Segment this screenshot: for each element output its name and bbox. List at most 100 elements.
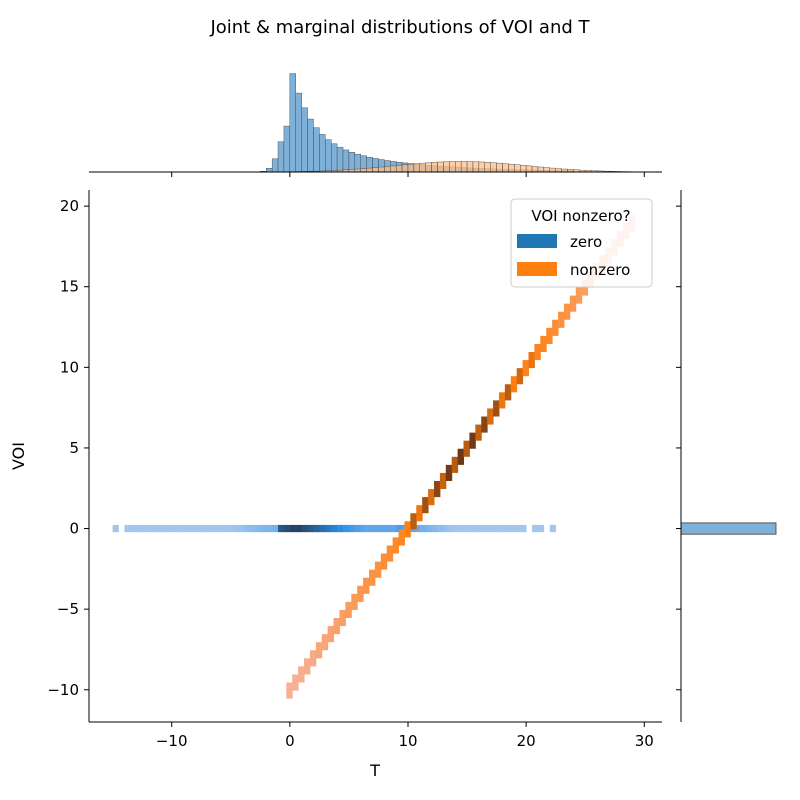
hist-bar-nonzero bbox=[437, 161, 444, 173]
joint-cell-zero bbox=[467, 524, 474, 533]
hist-bar-zero bbox=[325, 139, 332, 173]
joint-cell-nonzero bbox=[498, 392, 506, 409]
joint-cell-nonzero bbox=[475, 424, 482, 441]
hist-bar-nonzero bbox=[537, 166, 545, 173]
y-tick-label: −5 bbox=[57, 600, 79, 618]
joint-cell-zero bbox=[537, 524, 545, 533]
hist-bar-nonzero bbox=[508, 163, 515, 173]
marginal-y-histogram bbox=[676, 190, 777, 722]
joint-cell-nonzero bbox=[581, 279, 589, 296]
hist-bar-nonzero bbox=[413, 163, 421, 173]
joint-cell-nonzero bbox=[481, 416, 488, 433]
hist-bar-nonzero bbox=[425, 162, 432, 173]
joint-cell-zero bbox=[431, 524, 438, 533]
joint-cell-zero bbox=[384, 524, 391, 533]
hist-bar-zero bbox=[342, 149, 350, 173]
joint-cell-nonzero bbox=[410, 513, 417, 530]
joint-cell-zero bbox=[266, 524, 273, 533]
joint-cell-zero bbox=[307, 524, 314, 533]
joint-cell-zero bbox=[171, 524, 178, 533]
joint-cell-zero bbox=[549, 524, 556, 533]
hist-bar-zero bbox=[336, 146, 344, 173]
joint-cell-zero bbox=[254, 524, 261, 533]
joint-cell-nonzero bbox=[552, 319, 559, 336]
joint-cell-zero bbox=[508, 524, 515, 533]
joint-cell-zero bbox=[449, 524, 456, 533]
joint-cell-zero bbox=[224, 524, 232, 533]
joint-cell-nonzero bbox=[493, 400, 500, 417]
hist-bar-zero bbox=[330, 143, 338, 173]
joint-cell-zero bbox=[348, 524, 356, 533]
hist-bar-zero bbox=[313, 127, 320, 173]
joint-cell-nonzero bbox=[558, 311, 565, 328]
joint-cell-nonzero bbox=[357, 585, 364, 602]
joint-cell-zero bbox=[496, 524, 503, 533]
y-tick-label: 0 bbox=[69, 520, 79, 538]
joint-cell-zero bbox=[372, 524, 379, 533]
hist-bar-nonzero bbox=[419, 162, 426, 173]
joint-cell-zero bbox=[260, 524, 267, 533]
joint-cell-zero bbox=[443, 524, 450, 533]
joint-cell-nonzero bbox=[510, 376, 518, 393]
joint-cell-zero bbox=[218, 524, 226, 533]
joint-cell-zero bbox=[360, 524, 367, 533]
joint-cell-nonzero bbox=[374, 561, 382, 578]
joint-cell-nonzero bbox=[351, 593, 358, 610]
hist-bar-nonzero bbox=[502, 163, 509, 173]
joint-cell-zero bbox=[136, 524, 143, 533]
joint-cell-zero bbox=[425, 524, 432, 533]
hist-bar-nonzero bbox=[472, 161, 480, 173]
x-tick-label: 30 bbox=[635, 732, 654, 750]
hist-bar-nonzero bbox=[401, 164, 409, 173]
joint-cell-nonzero bbox=[286, 682, 293, 699]
hist-bar-nonzero bbox=[384, 166, 391, 173]
axes: −10 0 10 20 30 −10 −5 0 5 10 15 20 bbox=[47, 190, 662, 750]
hist-bar-nonzero bbox=[490, 162, 497, 173]
joint-cell-zero bbox=[201, 524, 208, 533]
hist-bar-nonzero bbox=[478, 161, 485, 173]
joint-cell-nonzero bbox=[546, 327, 553, 344]
joint-cell-nonzero bbox=[345, 601, 352, 619]
joint-cell-nonzero bbox=[422, 497, 429, 514]
hist-bar-nonzero bbox=[395, 165, 403, 173]
joint-cell-nonzero bbox=[327, 626, 335, 643]
joint-cell-nonzero bbox=[463, 440, 470, 457]
joint-cell-nonzero bbox=[439, 472, 447, 490]
joint-cell-nonzero bbox=[457, 448, 465, 465]
hist-bar-zero bbox=[307, 118, 314, 173]
x-tick-label: −10 bbox=[156, 732, 188, 750]
legend-label-nonzero: nonzero bbox=[570, 261, 630, 279]
hist-bar-nonzero bbox=[525, 165, 533, 173]
hist-bar-zero bbox=[266, 168, 273, 173]
legend-label-zero: zero bbox=[570, 233, 602, 251]
joint-cell-zero bbox=[130, 524, 137, 533]
joint-cell-zero bbox=[325, 524, 332, 533]
joint-cell-nonzero bbox=[445, 464, 453, 481]
y-tick-label: −10 bbox=[47, 681, 79, 699]
y-tick-label: 20 bbox=[60, 197, 79, 215]
hist-bar-nonzero bbox=[496, 162, 503, 173]
joint-cell-zero bbox=[278, 524, 285, 533]
joint-cell-nonzero bbox=[333, 618, 340, 635]
joint-cell-zero bbox=[153, 524, 161, 533]
hist-bar-zero bbox=[319, 134, 326, 173]
joint-cell-nonzero bbox=[398, 529, 405, 546]
joint-cell-nonzero bbox=[304, 658, 311, 675]
hist-bar-nonzero bbox=[520, 165, 527, 173]
joint-cell-zero bbox=[289, 524, 297, 533]
joint-cell-zero bbox=[313, 524, 320, 533]
joint-cell-nonzero bbox=[469, 432, 476, 449]
y-tick-label: 5 bbox=[69, 439, 79, 457]
joint-cell-zero bbox=[142, 524, 149, 533]
joint-cell-nonzero bbox=[540, 335, 547, 353]
joint-cell-nonzero bbox=[321, 634, 329, 651]
x-tick-label: 0 bbox=[285, 732, 295, 750]
hist-bar-nonzero bbox=[455, 161, 462, 173]
joint-cell-zero bbox=[189, 524, 196, 533]
hist-bar-zero bbox=[295, 92, 302, 173]
joint-cell-nonzero bbox=[516, 368, 524, 385]
hist-bar-zero bbox=[301, 107, 308, 173]
joint-series-nonzero bbox=[286, 214, 636, 699]
joint-cell-nonzero bbox=[416, 505, 423, 522]
joint-cell-nonzero bbox=[386, 545, 394, 562]
